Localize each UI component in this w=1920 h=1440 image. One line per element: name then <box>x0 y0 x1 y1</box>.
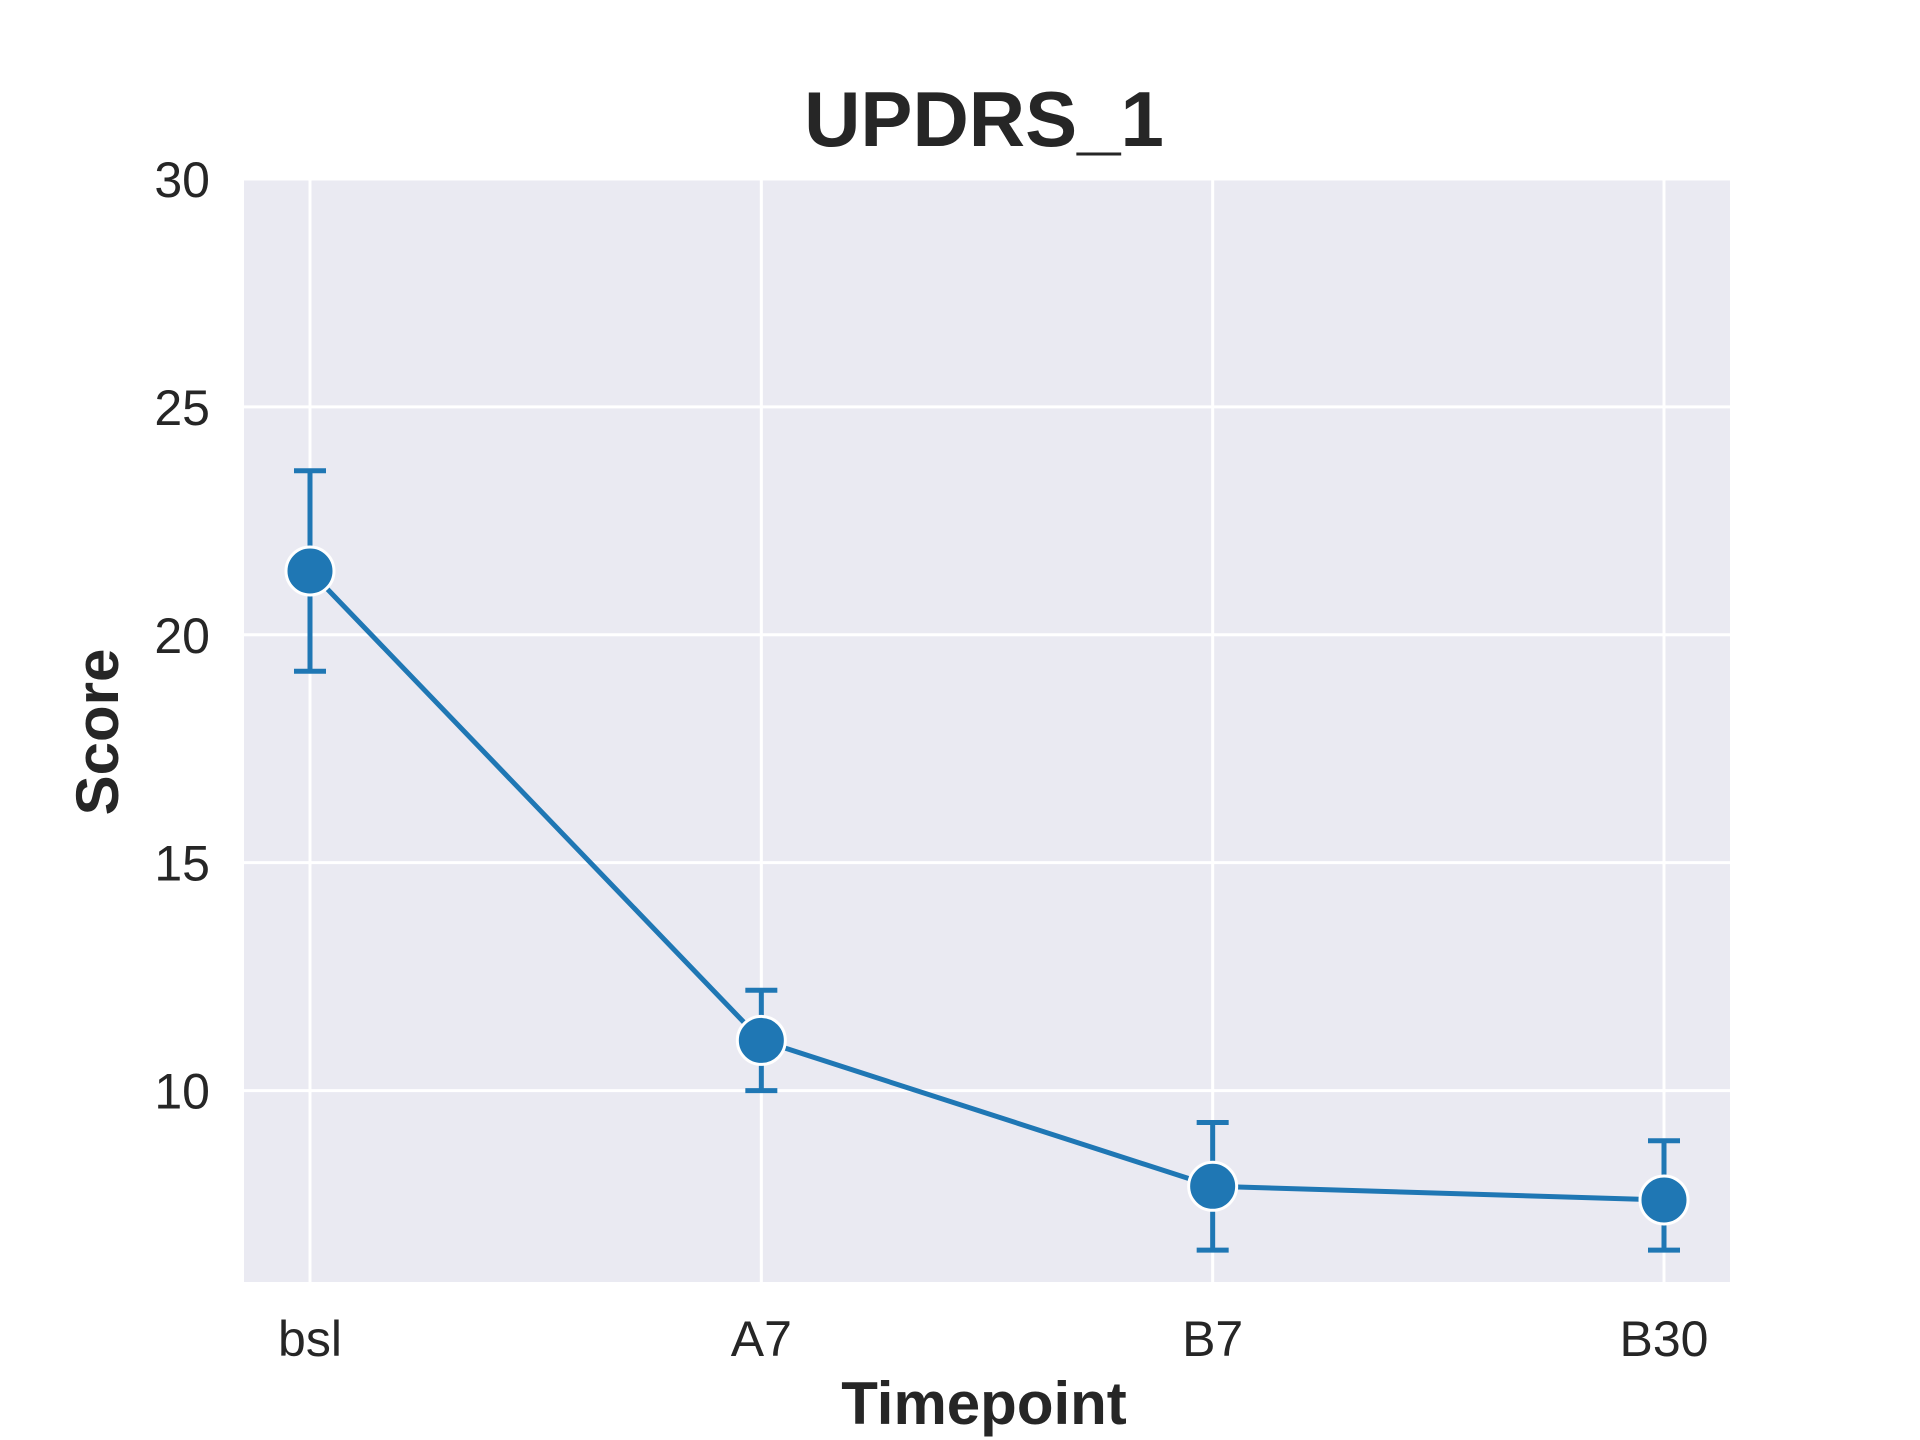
series-line <box>308 569 1665 1203</box>
data-point <box>1638 1174 1690 1226</box>
x-tick-label: A7 <box>731 1311 792 1367</box>
data-point <box>284 545 336 597</box>
y-tick-label: 30 <box>154 152 210 208</box>
y-tick-label: 20 <box>154 608 210 664</box>
y-tick-labels: 10 15 20 25 30 <box>154 152 210 1120</box>
x-tick-label: B30 <box>1620 1311 1709 1367</box>
x-tick-label: B7 <box>1182 1311 1243 1367</box>
y-tick-label: 10 <box>154 1064 210 1120</box>
series-layer <box>284 468 1690 1253</box>
y-tick-label: 15 <box>154 836 210 892</box>
y-axis-label: Score <box>64 649 131 816</box>
plot-area <box>244 179 1730 1282</box>
x-axis-label: Timepoint <box>841 1370 1127 1437</box>
x-tick-labels: bsl A7 B7 B30 <box>278 1311 1708 1367</box>
grid-lines <box>244 177 1730 1282</box>
chart-title: UPDRS_1 <box>804 75 1164 163</box>
data-point <box>1187 1160 1239 1212</box>
data-point <box>735 1014 787 1066</box>
x-tick-label: bsl <box>278 1311 342 1367</box>
y-tick-label: 25 <box>154 380 210 436</box>
